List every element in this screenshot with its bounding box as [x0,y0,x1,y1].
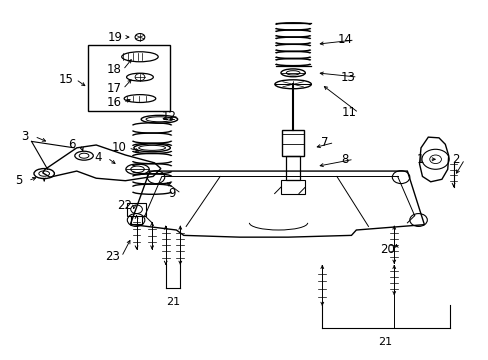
Bar [281,180,305,194]
Text: 14: 14 [337,33,352,46]
Text: 3: 3 [21,130,29,143]
Text: 12: 12 [162,110,177,123]
Text: 10: 10 [111,141,126,154]
Text: 9: 9 [168,187,176,200]
Bar [88,45,169,111]
Bar [286,156,299,180]
Text: 15: 15 [59,73,74,86]
Text: 7: 7 [321,136,328,149]
Text: 4: 4 [94,151,102,165]
Text: 2: 2 [451,153,458,166]
Bar [282,130,303,156]
Text: 23: 23 [104,250,120,263]
Text: 6: 6 [67,138,75,151]
Text: 1: 1 [415,153,423,166]
Text: 13: 13 [341,71,355,84]
Text: 18: 18 [106,63,121,76]
Text: 21: 21 [165,297,180,307]
Text: 22: 22 [117,199,132,212]
Bar [126,203,146,216]
Text: 20: 20 [379,243,394,256]
Text: 16: 16 [106,96,121,109]
Text: 5: 5 [15,174,22,187]
Text: 21: 21 [378,337,392,347]
Text: 17: 17 [106,82,121,95]
Text: 11: 11 [341,106,356,120]
Text: 8: 8 [340,153,347,166]
Text: 19: 19 [107,31,122,44]
